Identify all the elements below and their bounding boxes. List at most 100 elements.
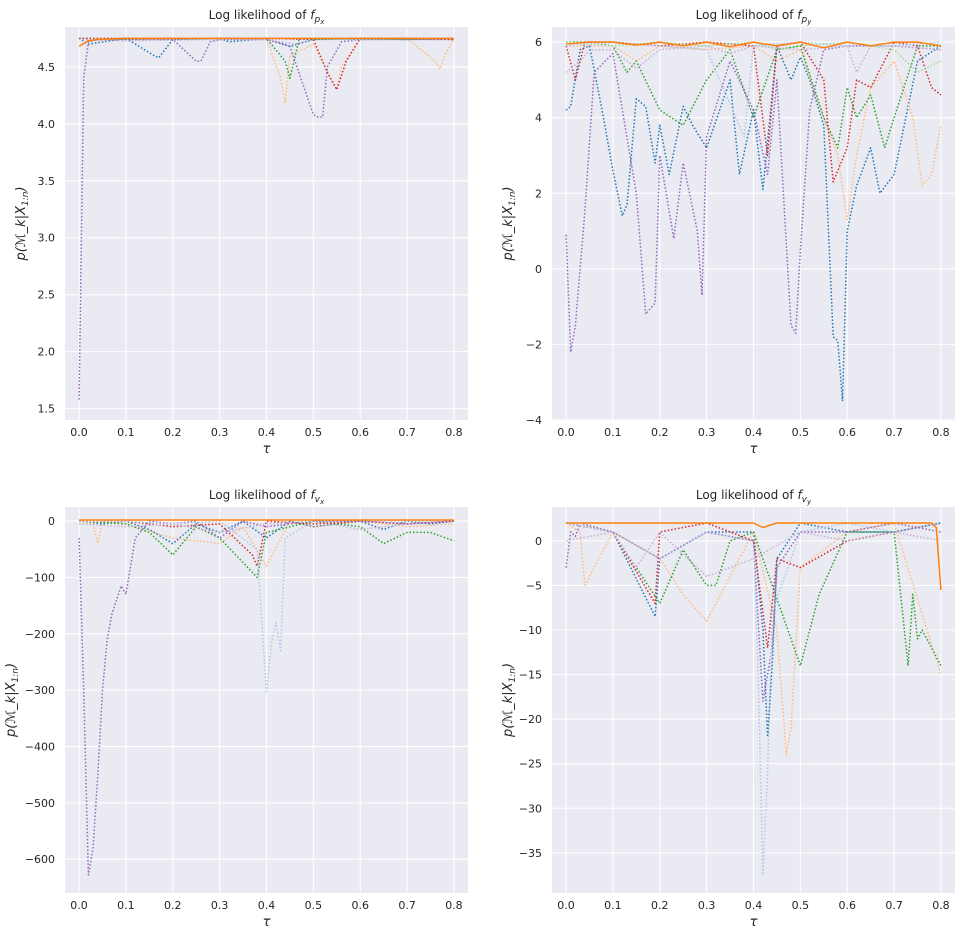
y-tick-label: −100 xyxy=(25,571,55,584)
series-group xyxy=(78,37,455,400)
y-axis-label: p(ℳ_k|X1:n) xyxy=(501,186,518,261)
x-tick-label: 0.3 xyxy=(211,899,229,912)
series-line-1 xyxy=(565,522,942,738)
chart-title: Log likelihood of fpy xyxy=(696,8,813,26)
x-tick-label: 0.1 xyxy=(604,426,622,439)
chart-title: Log likelihood of fvy xyxy=(696,488,812,506)
series-line-1 xyxy=(78,37,454,59)
series-line-6 xyxy=(79,37,454,45)
x-axis-label: τ xyxy=(750,442,758,457)
x-tick-label: 0.0 xyxy=(70,426,88,439)
y-tick-label: −500 xyxy=(25,797,55,810)
x-tick-label: 0.3 xyxy=(698,899,716,912)
y-tick-label: 0 xyxy=(535,535,542,548)
y-tick-label: 4 xyxy=(535,112,542,125)
y-tick-label: 3.0 xyxy=(38,232,56,245)
y-tick-label: −5 xyxy=(526,579,542,592)
y-tick-label: −35 xyxy=(519,847,542,860)
y-tick-label: −600 xyxy=(25,853,55,866)
y-tick-label: −15 xyxy=(519,669,542,682)
chart-title: Log likelihood of fpx xyxy=(209,8,326,26)
x-tick-label: 0.1 xyxy=(117,426,135,439)
y-tick-label: 4.0 xyxy=(38,118,56,131)
series-line-3 xyxy=(566,41,941,149)
x-tick-label: 0.7 xyxy=(885,426,903,439)
series-line-7 xyxy=(79,520,454,534)
x-tick-label: 0.0 xyxy=(70,899,88,912)
series-line-3 xyxy=(79,520,455,579)
chart-panel-4: 0.0 0.1 0.2 0.3 0.4 0.5 0.6 0.7 0.8 −35 −30 −25 −20 −… xyxy=(501,488,955,930)
x-tick-label: 0.3 xyxy=(211,426,229,439)
y-tick-label: −25 xyxy=(519,758,542,771)
x-tick-label: 0.2 xyxy=(164,899,182,912)
x-tick-label: 0.2 xyxy=(164,426,182,439)
y-tick-label: −30 xyxy=(519,802,542,815)
x-tick-label: 0.2 xyxy=(651,426,669,439)
chart-panel-2: 0.0 0.1 0.2 0.3 0.4 0.5 0.6 0.7 0.8 −4 −2 0 2 4 6 τ p(ℳ_… xyxy=(501,8,955,457)
series-line-8 xyxy=(566,41,941,138)
x-tick-label: 0.6 xyxy=(838,426,856,439)
y-tick-label: 3.5 xyxy=(38,175,56,188)
x-tick-label: 0.8 xyxy=(932,426,950,439)
series-line-6 xyxy=(79,520,454,694)
x-tick-label: 0.4 xyxy=(258,899,276,912)
y-tick-label: 0 xyxy=(48,515,55,528)
y-tick-label: 2.0 xyxy=(38,346,56,359)
chart-panel-3: 0.0 0.1 0.2 0.3 0.4 0.5 0.6 0.7 0.8 −600 −500 −400 −… xyxy=(4,488,468,930)
y-tick-label: −400 xyxy=(25,740,55,753)
x-axis-label: τ xyxy=(263,442,271,457)
x-tick-label: 0.6 xyxy=(351,426,369,439)
x-axis-label: τ xyxy=(750,915,758,930)
series-line-1 xyxy=(79,520,454,545)
x-tick-label: 0.8 xyxy=(932,899,950,912)
y-tick-label: −200 xyxy=(25,628,55,641)
y-tick-label: −10 xyxy=(519,624,542,637)
y-tick-label: −2 xyxy=(526,338,542,351)
series-line-8 xyxy=(566,522,942,590)
x-tick-label: 0.0 xyxy=(557,899,575,912)
x-tick-label: 0.0 xyxy=(557,426,575,439)
y-tick-label: 6 xyxy=(535,36,542,49)
x-tick-label: 0.7 xyxy=(398,899,416,912)
series-group xyxy=(78,519,455,876)
y-axis-label: p(ℳ_k|X1:n) xyxy=(4,663,21,738)
series-line-2 xyxy=(79,37,455,105)
series-line-9 xyxy=(566,41,942,49)
x-tick-label: 0.8 xyxy=(445,426,463,439)
series-line-5 xyxy=(565,45,941,353)
series-group xyxy=(565,522,942,876)
series-line-4 xyxy=(565,522,942,649)
x-tick-label: 0.2 xyxy=(651,899,669,912)
y-axis-label: p(ℳ_k|X1:n) xyxy=(501,663,518,738)
y-tick-label: 2.5 xyxy=(38,289,56,302)
x-tick-label: 0.1 xyxy=(117,899,135,912)
series-line-6 xyxy=(565,45,941,74)
chart-title: Log likelihood of fvx xyxy=(209,488,325,506)
x-tick-label: 0.7 xyxy=(398,426,416,439)
x-tick-label: 0.3 xyxy=(698,426,716,439)
x-tick-label: 0.5 xyxy=(792,426,810,439)
y-tick-label: −300 xyxy=(25,684,55,697)
x-tick-label: 0.5 xyxy=(305,899,323,912)
x-tick-label: 0.4 xyxy=(258,426,276,439)
y-tick-label: 4.5 xyxy=(38,61,56,74)
x-tick-label: 0.8 xyxy=(445,899,463,912)
y-tick-label: 1.5 xyxy=(38,403,56,416)
series-line-7 xyxy=(78,37,454,48)
y-tick-label: 2 xyxy=(535,187,542,200)
chart-panel-1: 0.0 0.1 0.2 0.3 0.4 0.5 0.6 0.7 0.8 1.5 2.0 2.5 3.0 3… xyxy=(14,8,468,457)
y-tick-label: −4 xyxy=(526,414,542,427)
y-tick-label: −20 xyxy=(519,713,542,726)
x-tick-label: 0.4 xyxy=(745,899,763,912)
y-tick-label: 0 xyxy=(535,263,542,276)
series-line-1 xyxy=(565,45,942,402)
x-axis-label: τ xyxy=(263,915,271,930)
x-tick-label: 0.4 xyxy=(745,426,763,439)
x-tick-label: 0.6 xyxy=(838,899,856,912)
x-tick-label: 0.5 xyxy=(305,426,323,439)
x-tick-label: 0.5 xyxy=(792,899,810,912)
x-tick-label: 0.7 xyxy=(885,899,903,912)
series-group xyxy=(565,41,942,402)
